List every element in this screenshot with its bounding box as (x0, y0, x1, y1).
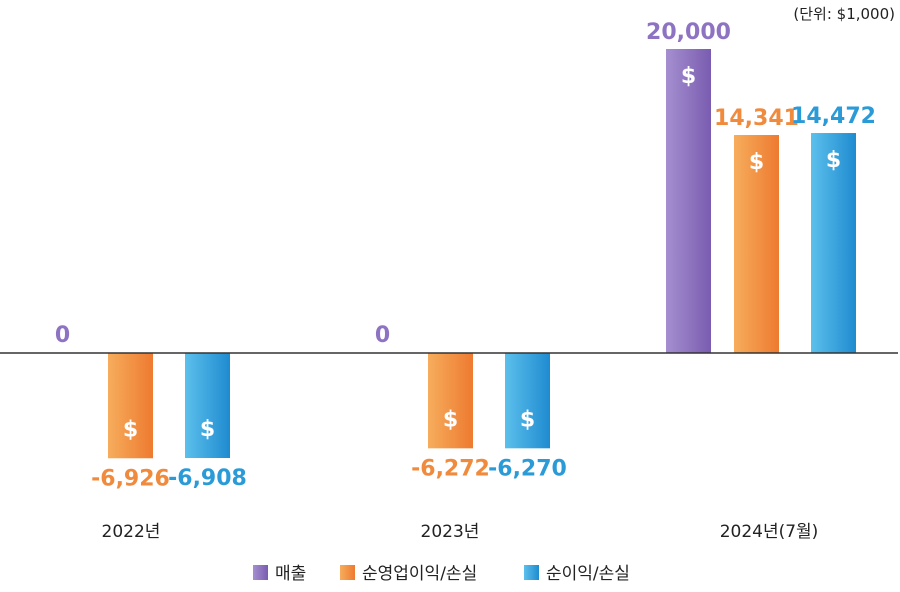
legend-swatch-sales (253, 565, 268, 580)
bar-symbol: $ (520, 407, 535, 432)
bar-operating-0 (108, 353, 153, 459)
value-label-sales-1: 0 (375, 323, 390, 348)
value-label-sales-2: 20,000 (646, 20, 731, 45)
bar-operating-2 (734, 135, 779, 353)
legend-swatch-net (524, 565, 539, 580)
category-label: 2024년(7월) (720, 522, 819, 542)
legend-label-sales: 매출 (275, 564, 306, 584)
bar-symbol: $ (749, 150, 764, 175)
legend: 매출 순영업이익/손실 순이익/손실 (253, 564, 630, 584)
value-label-net-0: -6,908 (168, 466, 247, 491)
value-label-operating-0: -6,926 (91, 466, 170, 491)
bar-symbol: $ (443, 407, 458, 432)
bar-symbol: $ (123, 417, 138, 442)
bar-net-2 (811, 133, 856, 353)
legend-label-operating: 순영업이익/손실 (362, 564, 477, 584)
bars: 0 $ -6,926 $ -6,908 0 $ -6,272 $ -6,270 $20,000 $14… (55, 20, 876, 491)
bar-symbol: $ (681, 64, 696, 89)
value-label-sales-0: 0 (55, 323, 70, 348)
bar-net-0 (185, 353, 230, 459)
category-labels: 2022년 2023년 2024년(7월) (102, 522, 819, 542)
value-label-operating-2: 14,341 (714, 106, 799, 131)
category-label: 2023년 (421, 522, 480, 542)
category-label: 2022년 (102, 522, 161, 542)
value-label-net-2: 14,472 (791, 104, 876, 129)
bar-net-1 (505, 353, 550, 449)
bar-symbol: $ (826, 148, 841, 173)
value-label-net-1: -6,270 (488, 456, 567, 481)
unit-label: (단위: $1,000) (793, 5, 895, 23)
value-label-operating-1: -6,272 (411, 456, 490, 481)
bar-sales-2 (666, 49, 711, 353)
bar-symbol: $ (200, 417, 215, 442)
bar-operating-1 (428, 353, 473, 449)
legend-swatch-operating (340, 565, 355, 580)
legend-label-net: 순이익/손실 (546, 564, 630, 584)
